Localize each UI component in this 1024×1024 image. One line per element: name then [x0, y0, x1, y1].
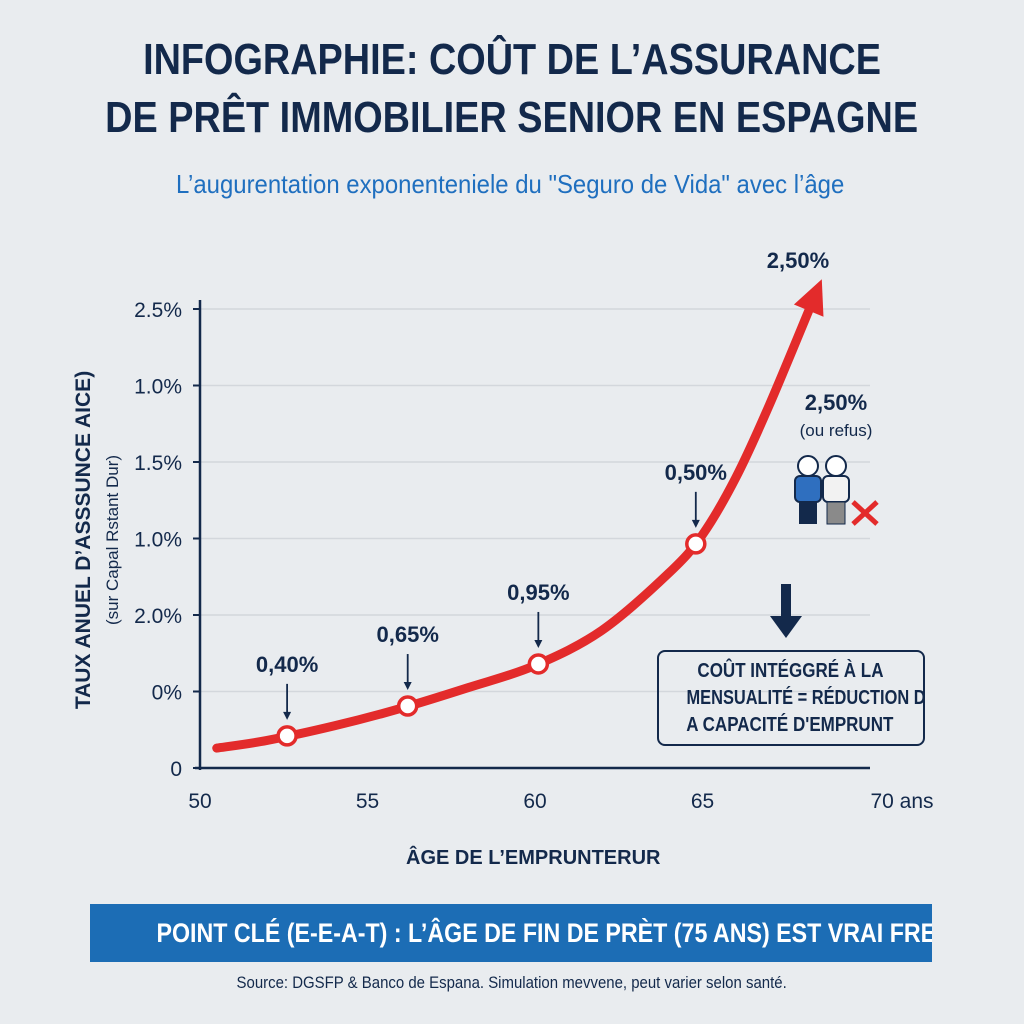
x-tick-label: 65 [691, 790, 714, 813]
source-note: Source: DGSFP & Banco de Espana. Simulat… [0, 972, 1024, 994]
data-label: 0,65% [377, 622, 439, 647]
data-label: 0,50% [665, 460, 727, 485]
end-label: 2,50% [767, 248, 829, 273]
title-line-2: DE PRÊT IMMOBILIER SENIOR EN ESPAGNE [105, 93, 919, 142]
pointer-arrowhead [534, 639, 543, 648]
y-tick-label: 2.0% [134, 605, 182, 628]
callout-line-3: A CAPACITÉ D'EMPRUNT [686, 714, 894, 736]
callout-line-2: MENSUALITÉ = RÉDUCTION DE [686, 687, 925, 709]
title-line-1-container: INFOGRAPHIE: COÛT DE L’ASSURANCE [0, 34, 1024, 86]
x-tick-label: 50 [188, 790, 211, 813]
subtitle: L’augurentation exponenteniele du "Segur… [175, 169, 845, 199]
pointer-arrowhead [403, 682, 412, 691]
curve-arrowhead [793, 279, 824, 317]
senior-couple-icon [794, 455, 850, 525]
data-point [527, 653, 550, 675]
x-tick-label: 70 ans [870, 790, 933, 813]
down-arrow-icon [770, 584, 802, 638]
callout-box: COÛT INTÉGGRÉ À LA MENSUALITÉ = RÉDUCTIO… [657, 650, 925, 746]
x-tick-label: 55 [356, 790, 379, 813]
data-label: 0,40% [256, 652, 318, 677]
data-point [396, 695, 419, 717]
y-tick-label: 1.0% [134, 376, 182, 399]
key-point-banner: POINT CLÉ (E-E-A-T) : L’ÂGE DE FIN DE PR… [90, 904, 932, 962]
refusal-value: 2,50% [805, 390, 867, 415]
pointer-arrowhead [691, 519, 700, 528]
title-line-2-container: DE PRÊT IMMOBILIER SENIOR EN ESPAGNE [0, 92, 1024, 144]
x-tick-label: 60 [523, 790, 546, 813]
y-axis-sublabel: (sur Capal Rstant Dur) [103, 455, 122, 625]
title-line-1: INFOGRAPHIE: COÛT DE L’ASSURANCE [143, 35, 881, 84]
x-axis-label: ÂGE DE L’EMPRUNTERUR [406, 845, 661, 869]
cost-curve [212, 287, 821, 753]
data-label: 0,95% [507, 580, 569, 605]
data-point [276, 725, 298, 747]
callout-line-1: COÛT INTÉGGRÉ À LA [696, 660, 884, 682]
y-tick-label: 1.5% [134, 452, 182, 475]
pointer-arrowhead [283, 711, 292, 720]
refusal-note: (ou refus) [800, 421, 873, 440]
y-tick-label: 0 [170, 758, 182, 781]
y-tick-label: 2.5% [134, 299, 182, 322]
y-tick-label: 1.0% [134, 529, 182, 552]
source-text: Source: DGSFP & Banco de Espana. Simulat… [236, 973, 788, 992]
subtitle-container: L’augurentation exponenteniele du "Segur… [60, 168, 960, 200]
y-tick-label: 0% [152, 682, 182, 705]
refusal-x-icon [851, 500, 879, 526]
y-axis-label: TAUX ANUEL D’ASSSUNCE AICE) [72, 371, 95, 709]
key-point-text: POINT CLÉ (E-E-A-T) : L’ÂGE DE FIN DE PR… [156, 918, 932, 948]
data-point [685, 533, 707, 555]
